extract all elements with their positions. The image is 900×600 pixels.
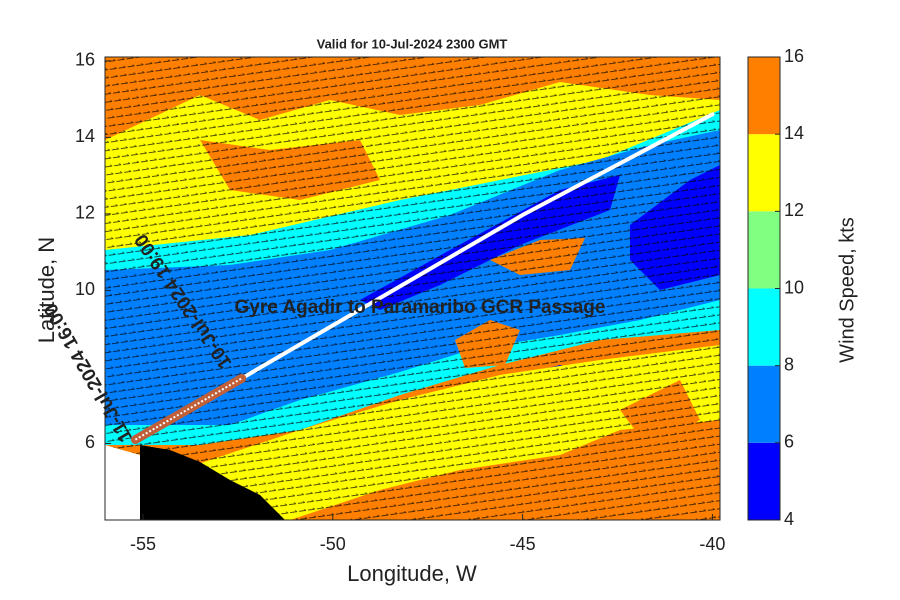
route-label: Gyre Agadir to Paramaribo GCR Passage [235,297,606,318]
colorbar-tick-label: 4 [784,509,794,529]
colorbar-tick-label: 8 [784,354,794,374]
colorbar-bin [748,57,780,135]
y-tick-label: 16 [75,50,95,70]
y-tick-label: 10 [75,279,95,299]
plot-frame [104,56,721,521]
x-tick-label: -55 [130,534,156,554]
colorbar-tick-label: 12 [784,200,804,220]
colorbar-tick-label: 14 [784,123,804,143]
y-tick-label: 14 [75,126,95,146]
chart-title: Valid for 10-Jul-2024 2300 GMT [317,36,508,51]
y-tick-label: 6 [85,432,95,452]
y-axis-label: Latitude, N [34,237,59,343]
colorbar-tick-label: 10 [784,277,804,297]
colorbar-bin [748,365,780,443]
colorbar-tick-label: 16 [784,46,804,66]
wind-field [105,57,720,520]
x-tick-label: -45 [510,534,536,554]
colorbar-bin [748,288,780,366]
x-tick-label: -40 [699,534,725,554]
colorbar-bin [748,134,780,212]
route-line [239,112,715,381]
colorbar-bin [748,442,780,520]
y-tick-label: 12 [75,203,95,223]
x-axis-label: Longitude, W [347,561,477,586]
colorbar-label: Wind Speed, kts [836,217,858,363]
colorbar-tick-label: 6 [784,432,794,452]
marks [130,112,715,445]
elapsed-route-center [134,377,243,441]
colorbar-bin [748,211,780,289]
x-tick-label: -50 [320,534,346,554]
